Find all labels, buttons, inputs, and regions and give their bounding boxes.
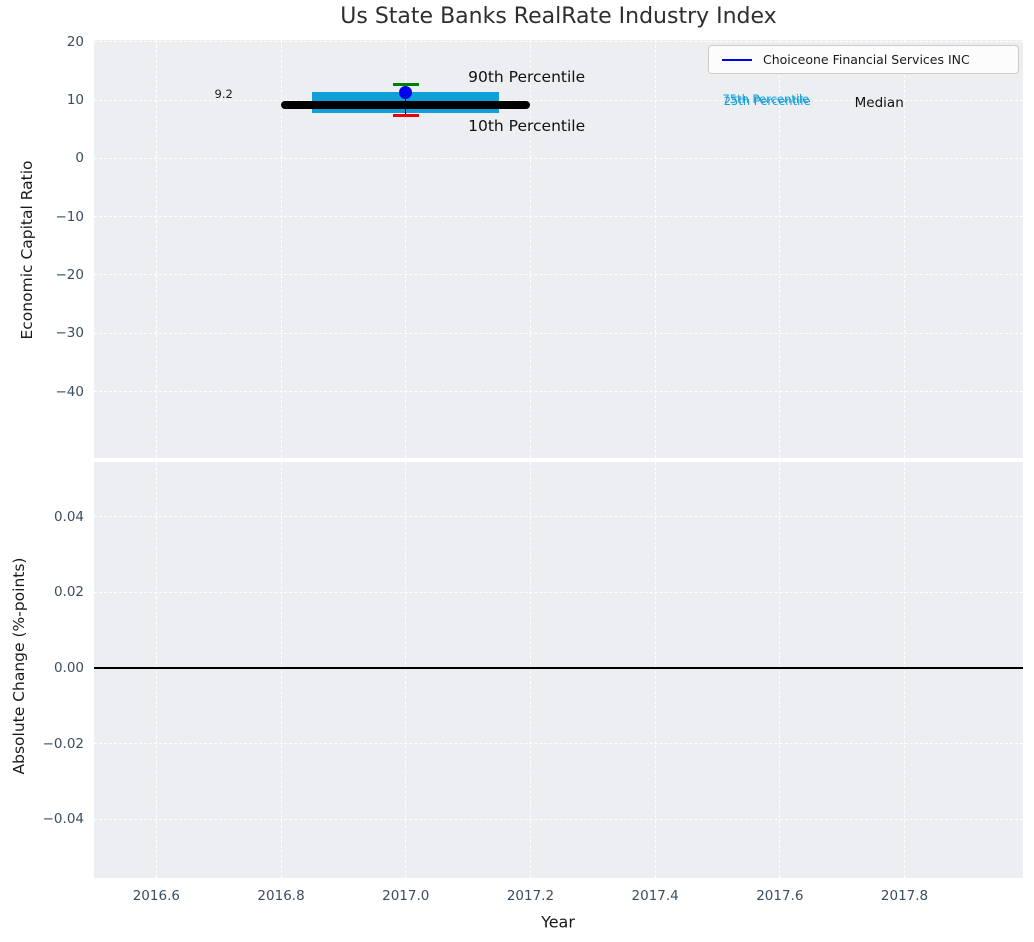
bottom-y-axis-label: Absolute Change (%-points) [10,557,28,775]
x-tick-label: 2017.6 [756,888,804,904]
x-axis-label: Year [541,912,575,932]
legend-box: Choiceone Financial Services INC [708,45,1019,74]
gridline-vertical [280,462,282,878]
company-dot [399,85,413,99]
x-tick-label: 2017.4 [631,888,679,904]
gridline-horizontal [94,332,1023,334]
y-tick-label: −0.02 [42,735,84,752]
gridline-vertical [529,40,531,458]
gridline-vertical [654,40,656,458]
x-tick-label: 2016.6 [132,888,180,904]
gridline-vertical [654,462,656,878]
zero-line [94,667,1023,670]
y-tick-label: −20 [55,266,85,283]
x-tick-label: 2017.0 [382,888,430,904]
gridline-horizontal [94,516,1023,518]
gridline-horizontal [94,41,1023,43]
y-tick-label: 0.02 [53,584,84,601]
gridline-vertical [155,462,157,878]
y-tick-label: −40 [55,383,85,400]
annotation-10th-percentile: 10th Percentile [468,117,586,136]
y-tick-label: 20 [66,33,84,50]
gridline-horizontal [94,216,1023,218]
annotation-median: Median [854,94,904,111]
x-tick-label: 2017.2 [506,888,555,904]
gridline-vertical [779,40,781,458]
gridline-vertical [405,40,407,458]
y-tick-label: −0.04 [42,811,84,828]
gridline-horizontal [94,818,1023,820]
gridline-vertical [155,40,157,458]
y-tick-label: 0 [75,150,84,167]
y-tick-label: 0.04 [53,508,84,525]
y-tick-label: 10 [66,92,84,109]
gridline-vertical [904,462,906,878]
top-axes [94,40,1023,458]
y-tick-label: −30 [55,325,85,342]
chart-title: Us State Banks RealRate Industry Index [340,4,777,29]
whisker-line [404,84,407,116]
gridline-vertical [904,40,906,458]
annotation-75th-percentile: 75th Percentile [722,91,810,106]
gridline-horizontal [94,99,1023,101]
annotation-9-2: 9.2 [214,87,233,102]
p90-cap [392,83,419,87]
gridline-vertical [529,462,531,878]
gridline-horizontal [94,274,1023,276]
gridline-horizontal [94,743,1023,745]
gridline-horizontal [94,591,1023,593]
p10-cap [392,114,419,118]
annotation-90th-percentile: 90th Percentile [468,68,586,87]
legend-line-sample [722,58,752,61]
gridline-horizontal [94,391,1023,393]
gridline-vertical [405,462,407,878]
y-tick-label: 0.00 [53,660,84,677]
x-tick-label: 2017.8 [880,888,929,904]
y-tick-label: −10 [55,208,85,225]
gridline-vertical [779,462,781,878]
gridline-horizontal [94,157,1023,159]
legend-entry-label: Choiceone Financial Services INC [763,52,970,67]
x-tick-label: 2016.8 [257,888,305,904]
annotation-25th-percentile: 25th Percentile [723,94,811,109]
gridline-vertical [280,40,282,458]
bottom-axes [94,462,1023,878]
top-y-axis-label: Economic Capital Ratio [18,160,36,340]
